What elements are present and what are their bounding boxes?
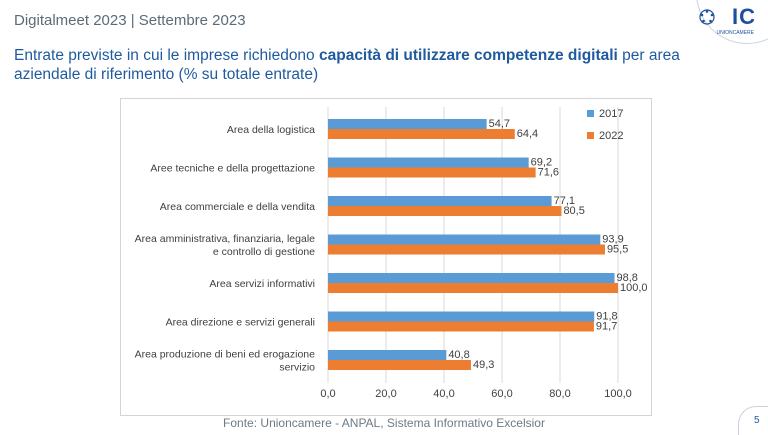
x-tick-label: 20,0: [375, 388, 396, 400]
data-label-2017: 93,9: [602, 234, 623, 246]
data-label-2017: 91,8: [596, 311, 617, 323]
data-label-2017: 98,8: [617, 272, 638, 284]
data-label-2022: 64,4: [517, 128, 538, 140]
bar-2017: [328, 311, 595, 322]
data-label-2017: 54,7: [489, 118, 510, 130]
x-tick-label: 100,0: [604, 388, 632, 400]
category-label: Area della logistica: [227, 124, 315, 136]
category-label: servizio: [279, 362, 315, 374]
data-label-2022: 91,7: [596, 321, 617, 333]
legend-swatch-2017: [587, 110, 594, 117]
category-label: Area direzione e servizi generali: [166, 317, 315, 329]
category-label: Area commerciale e della vendita: [160, 201, 315, 213]
bar-2017: [328, 273, 615, 283]
data-label-2017: 40,8: [448, 349, 469, 361]
data-label-2017: 77,1: [554, 195, 575, 207]
x-tick-label: 0,0: [320, 388, 335, 400]
bar-2017: [328, 350, 447, 360]
category-label: Area amministrativa, finanziaria, legale: [135, 233, 315, 245]
legend-swatch-2022: [587, 132, 594, 139]
data-label-2022: 71,6: [538, 167, 559, 179]
page-number-tab: 5: [738, 406, 768, 435]
logo-text: IC: [732, 4, 756, 29]
bar-2022: [328, 321, 594, 332]
x-tick-label: 40,0: [433, 388, 454, 400]
logo-subtext: UNIONCAMERE: [716, 30, 754, 36]
chart-frame: 0,0 20,0 40,0 60,0 80,0 100,0 Area della logis…: [120, 98, 652, 416]
logo-emblem-icon: [699, 9, 715, 25]
category-label: Area servizi informativi: [209, 278, 315, 290]
bar-2022: [328, 283, 618, 293]
bar-2022: [328, 360, 471, 370]
bar-chart: 0,0 20,0 40,0 60,0 80,0 100,0 Area della logis…: [135, 107, 648, 400]
legend-label-2017: 2017: [599, 108, 623, 120]
data-label-2022: 100,0: [620, 282, 648, 294]
category-label: Area produzione di beni ed erogazione: [135, 349, 316, 361]
chart-subtitle: Entrate previste in cui le imprese richi…: [14, 46, 714, 84]
bar-2022: [328, 167, 536, 178]
data-label-2022: 80,5: [563, 205, 584, 217]
data-label-2022: 49,3: [473, 359, 494, 371]
category-label: e controllo di gestione: [213, 246, 315, 258]
page-number: 5: [754, 415, 760, 426]
legend-label-2022: 2022: [599, 130, 623, 142]
bar-2022: [328, 244, 605, 255]
bar-2017: [328, 119, 487, 129]
bar-2017: [328, 157, 529, 168]
unioncamere-logo: IC UNIONCAMERE: [688, 0, 768, 48]
subtitle-part1: Entrate previste in cui le imprese richi…: [14, 47, 319, 64]
bar-2017: [328, 196, 552, 206]
x-tick-label: 80,0: [549, 388, 570, 400]
data-label-2022: 95,5: [607, 244, 628, 256]
header-title: Digitalmeet 2023 | Settembre 2023: [14, 12, 246, 29]
source-note: Fonte: Unioncamere - ANPAL, Sistema Info…: [223, 416, 545, 430]
bar-2022: [328, 129, 515, 139]
data-label-2017: 69,2: [531, 157, 552, 169]
x-tick-label: 60,0: [491, 388, 512, 400]
category-label: Aree tecniche e della progettazione: [150, 163, 315, 175]
subtitle-part2: per area aziendale di riferimento (% su …: [14, 47, 680, 83]
subtitle-bold: capacità di utilizzare competenze digita…: [318, 47, 618, 64]
bar-2017: [328, 234, 601, 245]
bar-2022: [328, 206, 562, 216]
